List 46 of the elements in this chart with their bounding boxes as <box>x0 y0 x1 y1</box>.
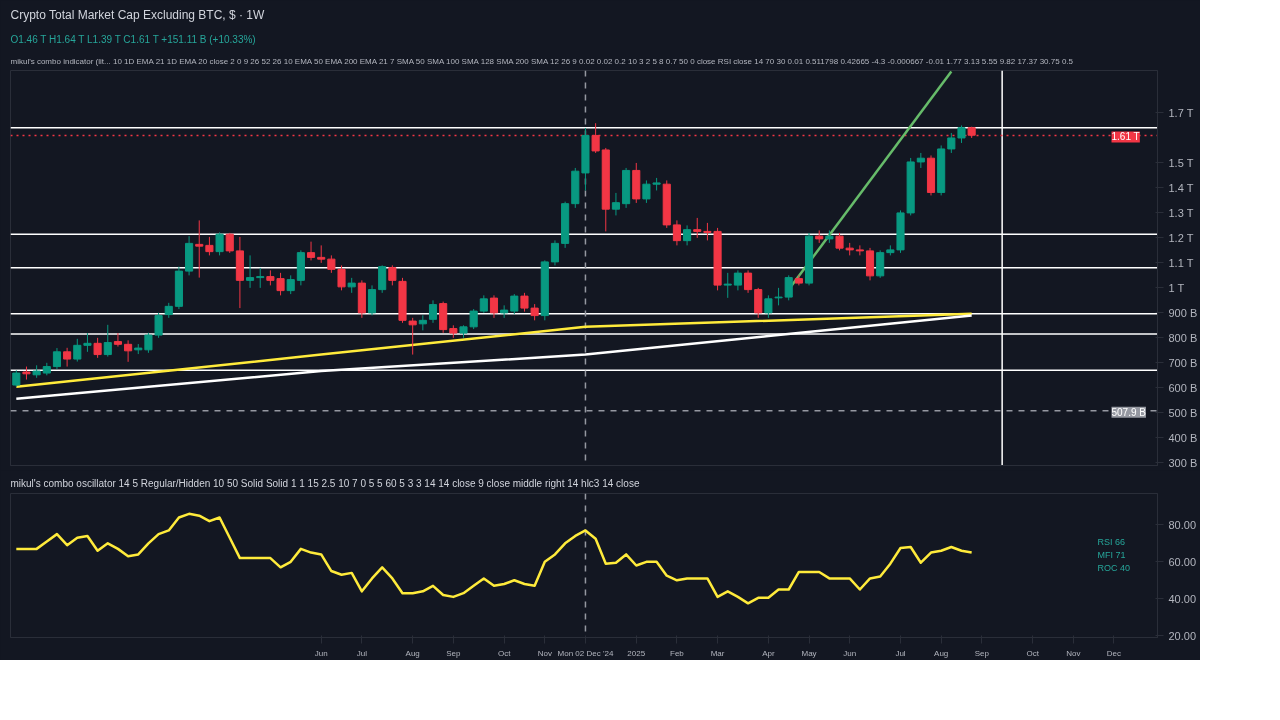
ref-line-label: 507.9 B <box>1111 406 1147 418</box>
x-tick-label: Aug <box>934 648 949 658</box>
chart-title: mikul's combo oscillator 14 5 Regular/Hidden 10 50 Solid Solid 1 1 15 2.5 10 7 0 5 5 60 5 3 3 14 14 close 9 close middle right 14 hlc3 14 close <box>10 477 640 489</box>
y-tick-label: 400 B <box>1168 431 1198 444</box>
annotation: RSI 66 <box>1097 537 1126 548</box>
y-tick-label: 1.5 T <box>1168 156 1194 169</box>
x-tick-label: Sep <box>974 648 990 658</box>
x-tick-label: Mar <box>710 648 725 658</box>
y-tick-label: 800 B <box>1168 331 1198 344</box>
annotation: ROC 40 <box>1097 562 1131 573</box>
y-tick-label: 1.4 T <box>1168 181 1194 194</box>
annotation: MFI 71 <box>1097 549 1126 560</box>
text: mikul's combo indicator (lit... 10 1D EMA 21 1D EMA 20 close 2 0 9 26 52 26 10 EMA 50 EMA 200 EMA 21 7 SMA 50 SMA 100 SMA 128 SMA 200 SMA 12 26 9 0.02 0.02 0.2 10 3 2 5 8 0.7 50 0 close RSI close 14 70 30 0.01 0.511798 0.42665 -4.3 -0.000667 -0.01 1.77 3.13 5.55 9.82 17.37 30.75 0.5 <box>10 56 1074 66</box>
y-tick-label: 20.00 <box>1168 629 1197 642</box>
y-tick-label: 1.2 T <box>1168 231 1194 244</box>
y-tick-label: 300 B <box>1168 456 1198 469</box>
x-tick-label: Feb <box>670 648 685 658</box>
y-tick-label: 600 B <box>1168 381 1198 394</box>
x-tick-label: 2025 <box>627 648 646 658</box>
x-tick-label: Dec <box>1106 648 1122 658</box>
x-tick-label: Nov <box>1066 648 1081 658</box>
y-tick-label: 1.7 T <box>1168 106 1194 119</box>
x-tick-label: Jul <box>895 648 906 658</box>
y-tick-label: 1 T <box>1168 281 1185 294</box>
y-tick-label: 60.00 <box>1168 555 1197 568</box>
y-tick-label: 500 B <box>1168 406 1198 419</box>
x-tick-label: May <box>801 648 817 658</box>
y-tick-label: 900 B <box>1168 306 1198 319</box>
chart-subtitle: O1.46 T H1.64 T L1.39 T C1.61 T +151.11 B (+10.33%) <box>10 33 256 45</box>
x-tick-label: Nov <box>537 648 552 658</box>
y-tick-label: 80.00 <box>1168 518 1197 531</box>
y-tick-label: 1.1 T <box>1168 256 1194 269</box>
y-tick-label: 40.00 <box>1168 592 1197 605</box>
ref-line-label: 1.61 T <box>1111 131 1140 143</box>
x-tick-label: Oct <box>1026 648 1040 658</box>
x-tick-label: Oct <box>497 648 512 658</box>
x-tick-label: Jul <box>356 648 368 658</box>
x-tick-label: Apr <box>762 648 775 658</box>
x-tick-label: Aug <box>405 648 420 658</box>
x-tick-label: Jun <box>843 648 857 658</box>
x-tick-label: Jun <box>314 648 328 658</box>
y-tick-label: 1.3 T <box>1168 206 1194 219</box>
x-tick-label: Mon 02 Dec '24 <box>557 648 614 658</box>
x-tick-label: Sep <box>446 648 461 658</box>
chart-title: Crypto Total Market Cap Excluding BTC, $ · 1W <box>10 7 266 22</box>
y-tick-label: 700 B <box>1168 356 1198 369</box>
